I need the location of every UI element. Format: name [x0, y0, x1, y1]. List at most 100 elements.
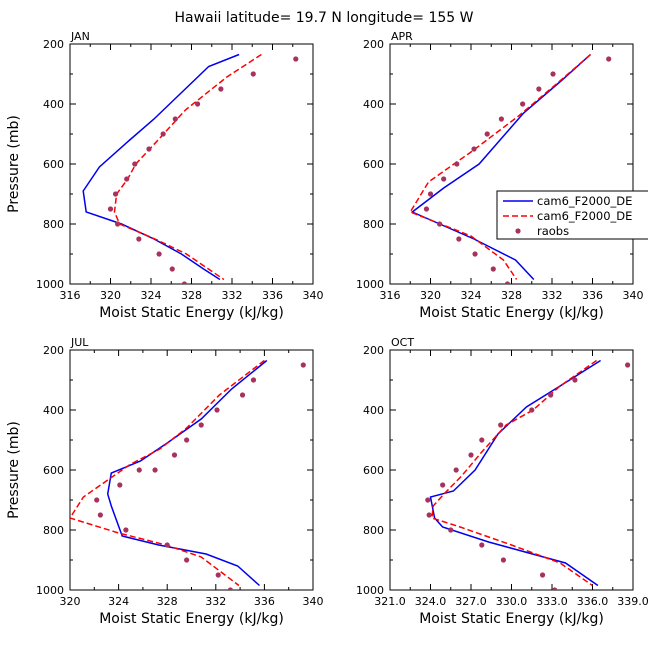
- raob-point: [152, 467, 158, 473]
- legend-label: raobs: [537, 224, 569, 238]
- raob-point: [184, 557, 190, 563]
- raob-point: [227, 587, 233, 590]
- raob-point: [454, 161, 460, 167]
- y-tick-label: 800: [363, 218, 384, 231]
- raob-point: [123, 527, 129, 533]
- model-line-dashed: [409, 53, 591, 280]
- raob-point: [124, 176, 130, 182]
- raob-point: [498, 422, 504, 428]
- y-tick-label: 200: [43, 38, 64, 51]
- legend-box: [496, 190, 648, 240]
- x-tick-label: 328: [501, 289, 522, 302]
- raob-point: [453, 467, 459, 473]
- raob-point: [172, 116, 178, 122]
- x-tick-label: 339.0: [617, 595, 648, 608]
- model-line-solid: [410, 53, 592, 281]
- raob-point: [520, 101, 526, 107]
- panel-jul: JUL 320 324 328 332 336 340 200 400 600 800 1000 Moi…: [6, 336, 324, 627]
- model-line-dashed: [70, 359, 265, 587]
- x-tick-label: 320: [420, 289, 441, 302]
- y-tick-label: 400: [363, 98, 384, 111]
- y-tick-label: 200: [363, 38, 384, 51]
- raob-point: [114, 221, 121, 227]
- x-tick-label: 321.0: [374, 595, 406, 608]
- x-tick-label: 324.0: [415, 595, 447, 608]
- y-tick-label: 1000: [36, 278, 64, 291]
- y-tick-label: 600: [363, 464, 384, 477]
- raob-point: [440, 482, 446, 488]
- raob-point: [426, 512, 432, 518]
- y-tick-label: 800: [43, 218, 64, 231]
- x-tick-label: 332: [222, 289, 243, 302]
- data-layer: [82, 53, 299, 284]
- panel-jan: JAN 316 320 324 328 332 336 340 200 400 600 800 1000…: [6, 30, 324, 321]
- raob-point: [625, 362, 631, 368]
- raob-point: [112, 191, 119, 197]
- y-tick-label: 200: [43, 344, 64, 357]
- raob-point: [479, 437, 485, 443]
- raob-point: [107, 206, 114, 212]
- y-tick-label: 600: [363, 158, 384, 171]
- raob-point: [194, 101, 201, 107]
- raob-point: [498, 116, 504, 122]
- legend-label: cam6_F2000_DE: [537, 209, 632, 223]
- raob-point: [572, 377, 578, 383]
- model-line-dashed: [113, 53, 262, 281]
- raob-point: [156, 251, 162, 257]
- y-axis-label: Pressure (mb): [6, 115, 22, 213]
- y-tick-label: 200: [363, 344, 384, 357]
- raob-point: [423, 206, 430, 212]
- raob-point: [500, 557, 506, 563]
- x-tick-label: 324: [461, 289, 482, 302]
- y-tick-label: 800: [363, 524, 384, 537]
- raob-point: [539, 572, 546, 578]
- plot-frame: [69, 43, 314, 285]
- panel-apr: APR 316 320 324 328 332 336 340 200 400 600 800 1000…: [356, 30, 644, 321]
- raob-point: [300, 362, 306, 368]
- model-line-dashed: [431, 359, 598, 587]
- x-tick-label: 320: [60, 595, 81, 608]
- raob-point: [136, 467, 142, 473]
- y-tick-label: 600: [43, 158, 64, 171]
- raob-point: [437, 221, 443, 227]
- raob-point: [218, 86, 224, 92]
- raob-point: [132, 161, 138, 167]
- y-tick-label: 600: [43, 464, 64, 477]
- model-line-solid: [106, 359, 268, 587]
- raob-point: [215, 572, 221, 578]
- raob-point: [456, 236, 462, 242]
- raob-point: [471, 146, 477, 152]
- x-tick-label: 324: [108, 595, 129, 608]
- raob-point: [184, 437, 190, 443]
- x-tick-label: 328: [181, 289, 202, 302]
- raob-point: [441, 176, 447, 182]
- legend-marker: [515, 228, 521, 234]
- x-tick-label: 328: [157, 595, 178, 608]
- x-tick-label: 324: [141, 289, 162, 302]
- raob-point: [550, 71, 556, 77]
- raob-point: [293, 56, 299, 62]
- panel-label: APR: [391, 30, 413, 43]
- x-tick-label: 320: [100, 289, 121, 302]
- x-tick-label: 336.0: [577, 595, 609, 608]
- x-tick-label: 340: [623, 289, 644, 302]
- raob-point: [181, 281, 188, 284]
- raob-point: [239, 392, 246, 398]
- raob-point: [606, 56, 612, 62]
- raob-point: [171, 452, 178, 458]
- legend-label: cam6_F2000_DE: [537, 194, 632, 208]
- raob-point: [94, 497, 100, 503]
- model-line-solid: [82, 53, 240, 281]
- x-tick-label: 332: [542, 289, 563, 302]
- x-axis-label: Moist Static Energy (kJ/kg): [99, 611, 284, 627]
- y-tick-label: 800: [43, 524, 64, 537]
- x-tick-label: 340: [303, 595, 324, 608]
- raob-point: [484, 131, 490, 137]
- raob-point: [160, 131, 166, 137]
- raob-point: [164, 542, 170, 548]
- raob-point: [472, 251, 478, 257]
- x-tick-label: 336: [254, 595, 275, 608]
- raob-point: [198, 422, 204, 428]
